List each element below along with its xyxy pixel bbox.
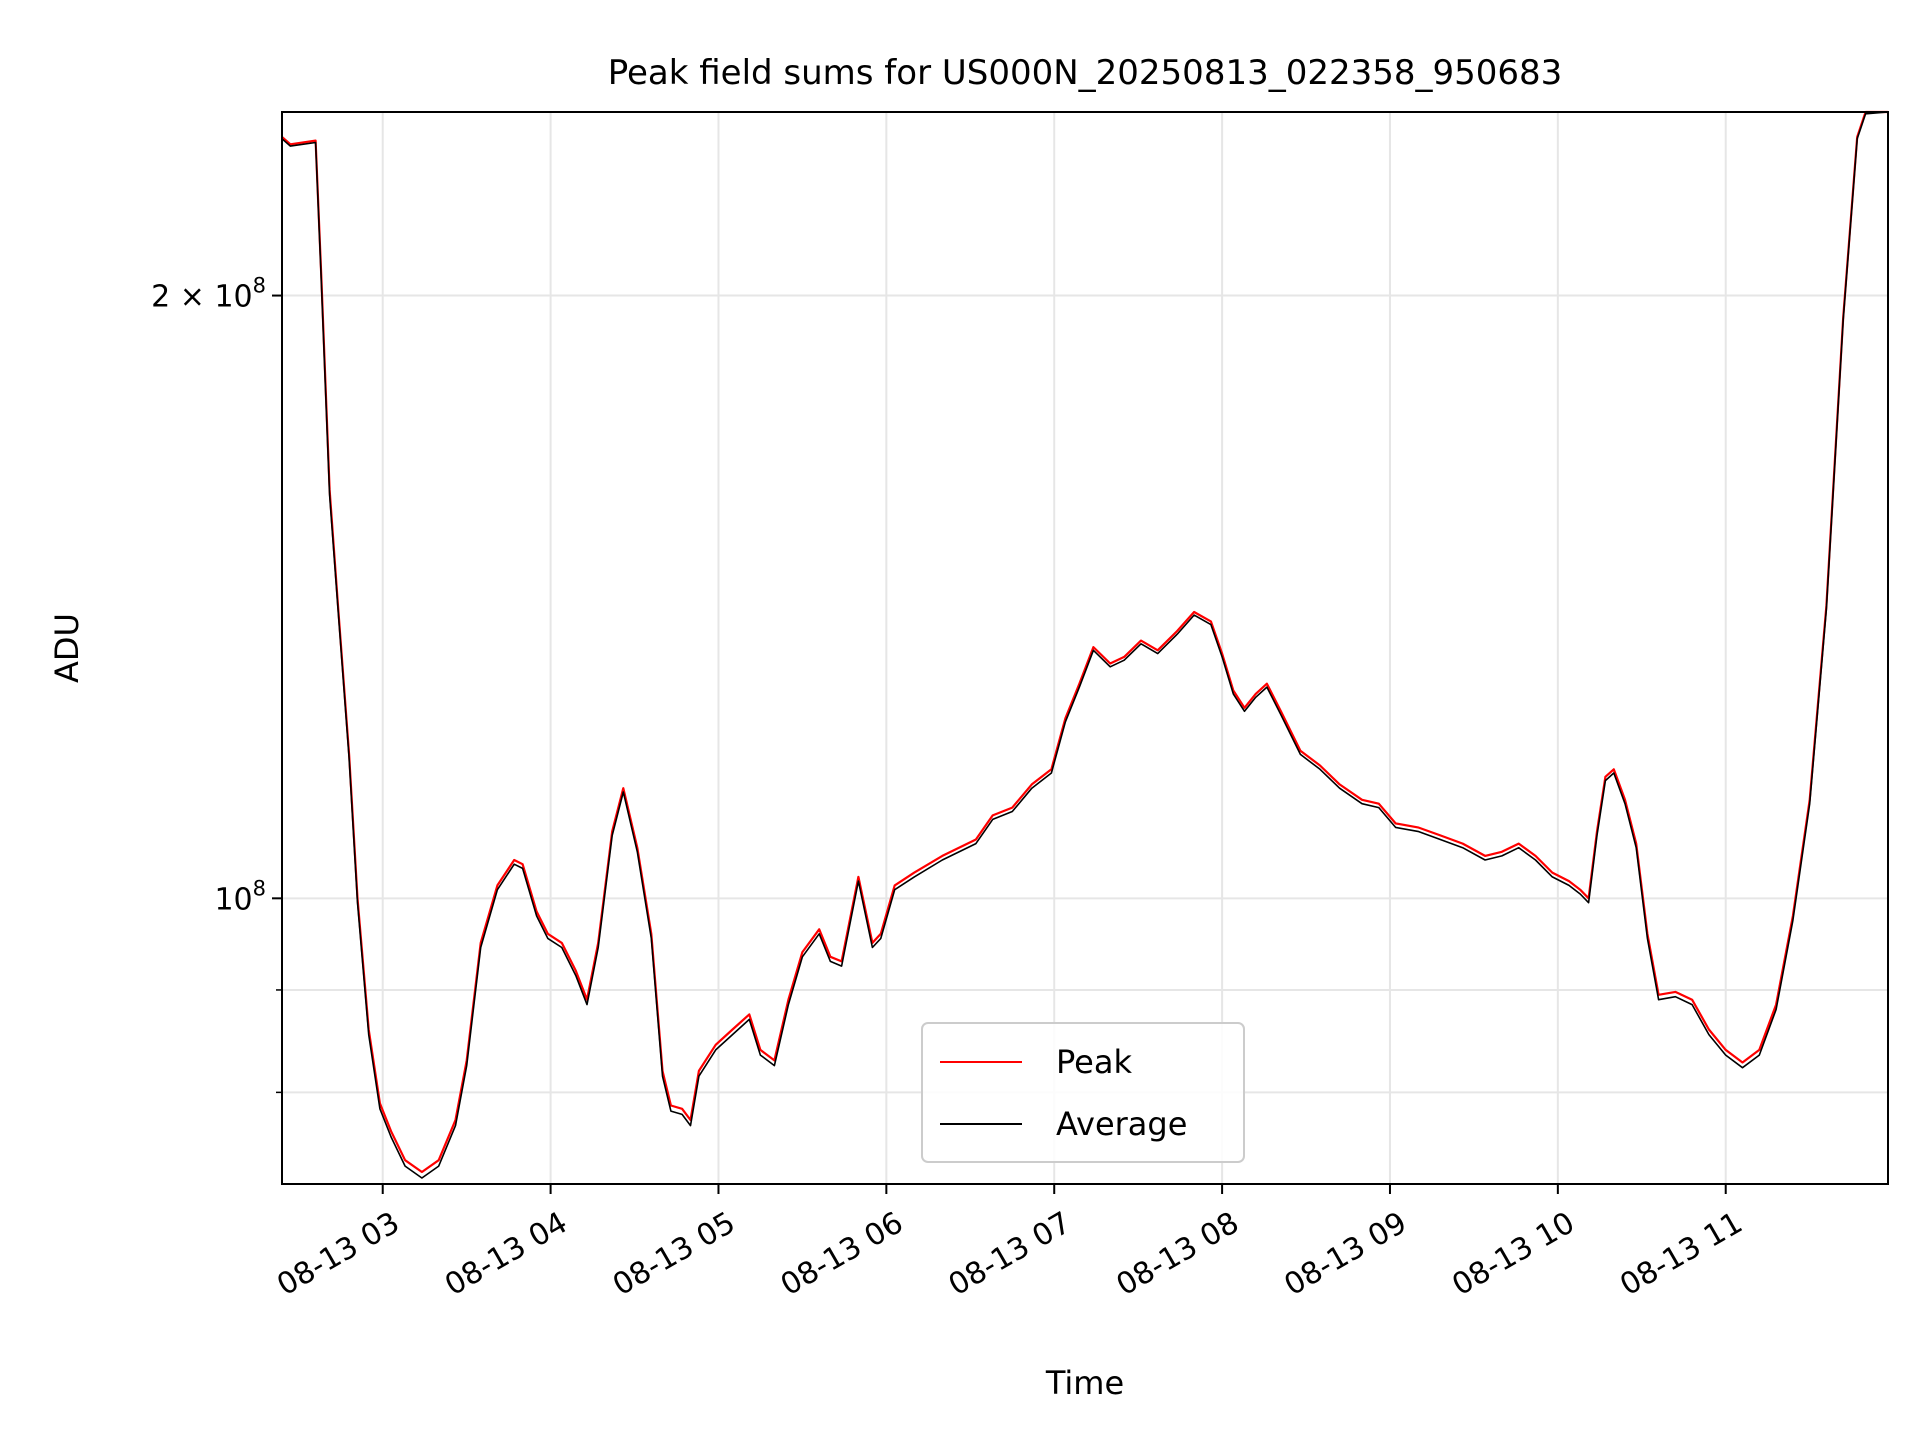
y-tick-base: 10 xyxy=(214,280,252,315)
series-line-average xyxy=(281,111,1889,1179)
y-tick-coef: 2 × xyxy=(151,280,214,315)
series-line-peak xyxy=(281,110,1888,1174)
chart-title: Peak field sums for US000N_20250813_0223… xyxy=(608,53,1563,93)
x-tick-label: 08-13 11 xyxy=(1614,1205,1748,1303)
x-axis-ticks: 08-13 03 08-13 04 08-13 05 08-13 06 08-13 07… xyxy=(271,1184,1749,1303)
x-tick-label: 08-13 04 xyxy=(439,1205,573,1303)
x-tick-label: 08-13 03 xyxy=(271,1205,405,1303)
x-tick-label: 08-13 08 xyxy=(1111,1205,1245,1303)
plot-frame xyxy=(281,111,1889,1185)
y-tick-exponent: 8 xyxy=(253,274,266,298)
x-tick-label: 08-13 05 xyxy=(607,1205,741,1303)
legend-label-peak: Peak xyxy=(1056,1043,1132,1081)
legend: Peak Average xyxy=(921,1022,1245,1163)
x-axis-label: Time xyxy=(1045,1364,1124,1402)
legend-label-average: Average xyxy=(1056,1105,1187,1143)
x-tick-label: 08-13 06 xyxy=(775,1205,909,1303)
y-tick-exponent: 8 xyxy=(253,876,266,900)
x-tick-label: 08-13 09 xyxy=(1278,1205,1412,1303)
y-axis-label: ADU xyxy=(48,613,86,683)
y-tick-label: 2 × 108 xyxy=(151,274,266,315)
x-tick-label: 08-13 07 xyxy=(943,1205,1077,1303)
y-tick-label: 108 xyxy=(214,876,266,917)
grid xyxy=(282,112,1888,1184)
legend-box xyxy=(921,1022,1245,1163)
y-tick-base: 10 xyxy=(214,882,252,917)
x-tick-label: 08-13 10 xyxy=(1446,1205,1580,1303)
plot-series xyxy=(281,110,1889,1179)
